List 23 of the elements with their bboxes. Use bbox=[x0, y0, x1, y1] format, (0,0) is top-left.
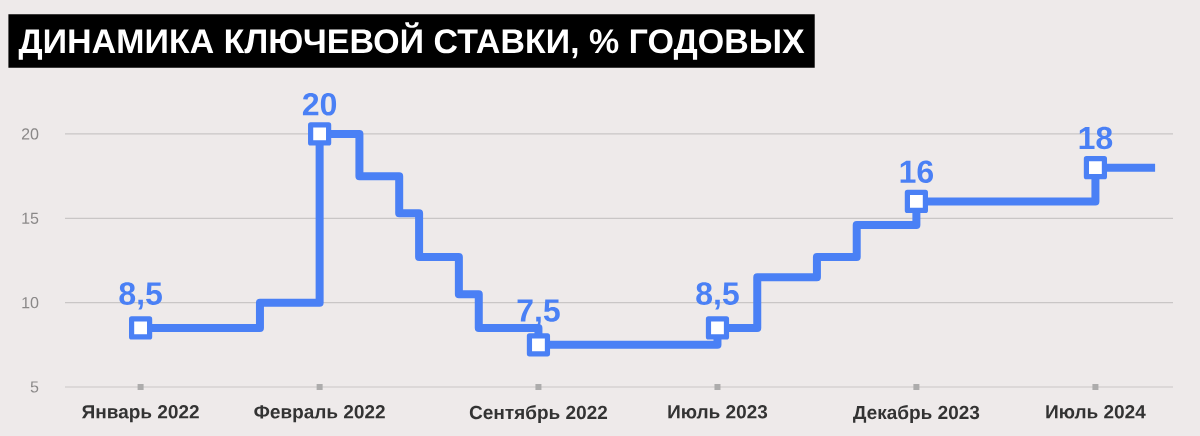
data-label: 8,5 bbox=[696, 282, 739, 310]
y-tick-label: 5 bbox=[30, 381, 39, 393]
data-label: 18 bbox=[1079, 126, 1113, 150]
point bbox=[308, 122, 332, 146]
data-label: 7,5 bbox=[517, 299, 560, 327]
y-tick-label: 20 bbox=[21, 128, 39, 140]
chart-title: ДИНАМИКА КЛЮЧЕВОЙ СТАВКИ, % ГОДОВЫХ bbox=[18, 22, 805, 60]
point bbox=[526, 333, 551, 357]
point bbox=[705, 316, 730, 340]
x-tick-label: Январь 2022 bbox=[81, 405, 199, 423]
data-label: 8,5 bbox=[119, 282, 162, 310]
y-tick-label: 10 bbox=[22, 296, 39, 309]
y-tick-label: 15 bbox=[22, 212, 39, 224]
data-label: 16 bbox=[900, 160, 934, 184]
x-tick-label: Июль 2024 bbox=[1046, 405, 1146, 419]
point bbox=[1083, 156, 1108, 180]
x-tick-label: Декабрь 2023 bbox=[853, 405, 980, 423]
point bbox=[129, 316, 153, 340]
x-tick-label: Сентябрь 2022 bbox=[469, 405, 608, 423]
x-tick-label: Февраль 2022 bbox=[254, 405, 385, 423]
point bbox=[904, 189, 928, 214]
x-tick-label: Июль 2023 bbox=[668, 405, 768, 419]
data-label: 20 bbox=[302, 92, 337, 116]
